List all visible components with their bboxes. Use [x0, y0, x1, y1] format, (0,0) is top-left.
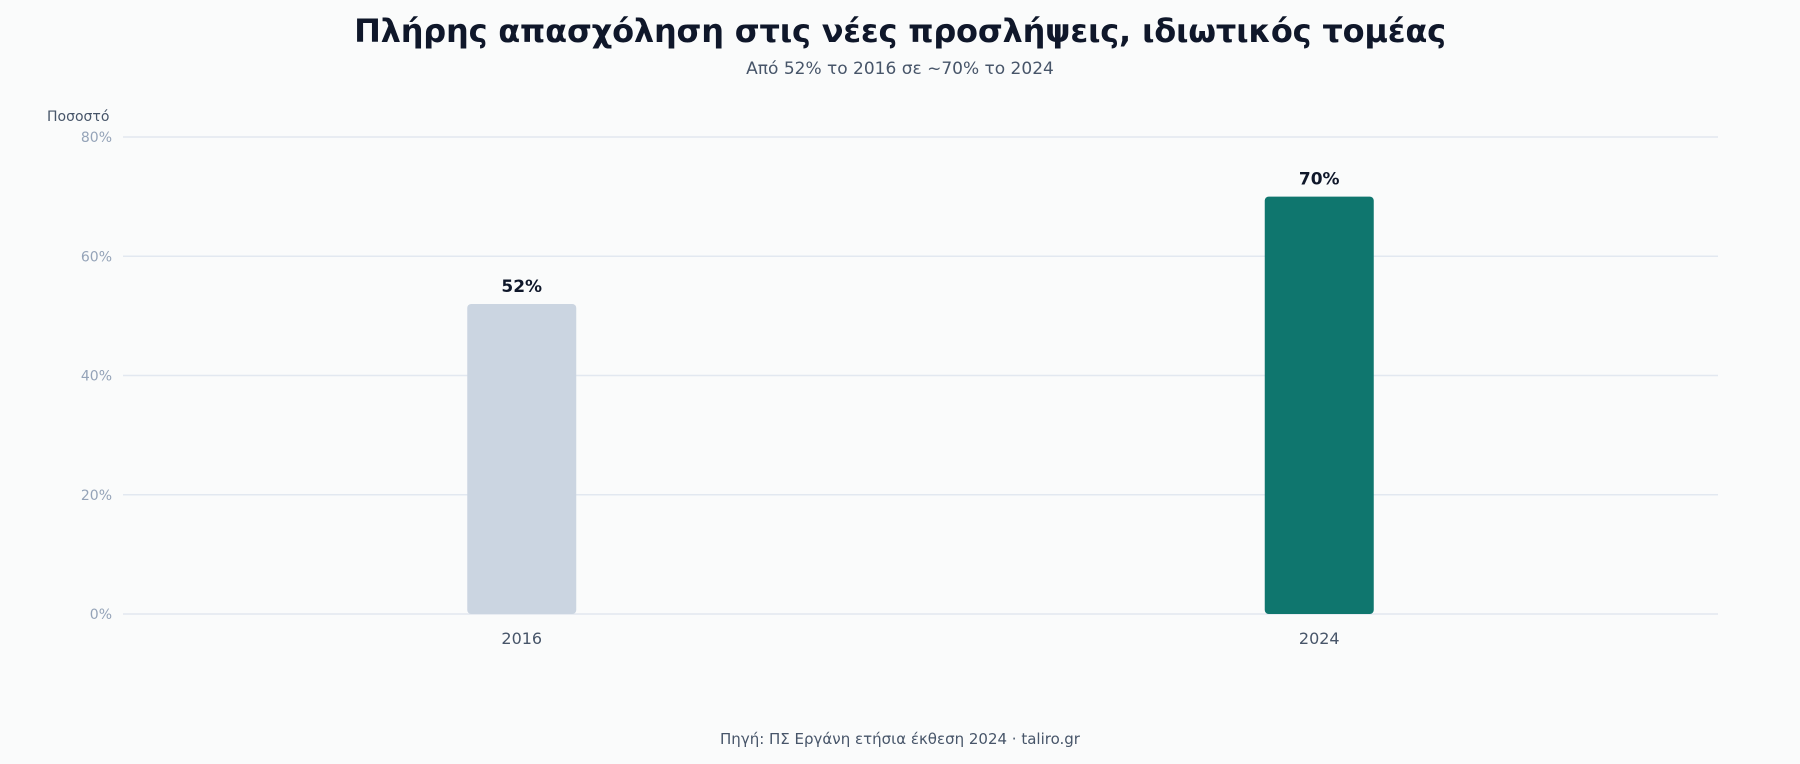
gridlines — [123, 136, 1718, 615]
data-labels: 52% 70% — [501, 170, 1339, 297]
x-tick-label-2016: 2016 — [501, 629, 542, 648]
y-tick-label: 40% — [81, 369, 112, 385]
chart-title: Πλήρης απασχόληση στις νέες προσλήψεις, … — [354, 12, 1446, 50]
chart-subtitle: Από 52% το 2016 σε ~70% το 2024 — [746, 59, 1054, 79]
x-tick-label-2024: 2024 — [1299, 629, 1340, 648]
y-tick-label: 20% — [81, 488, 112, 504]
y-tick-label: 0% — [90, 607, 112, 623]
source-note: Πηγή: ΠΣ Εργάνη ετήσια έκθεση 2024 · tal… — [720, 730, 1080, 748]
y-tick-label: 60% — [81, 249, 112, 265]
x-axis-categories: 2016 2024 — [501, 629, 1339, 648]
y-axis-label: Ποσοστό — [47, 109, 109, 125]
y-tick-label: 80% — [81, 130, 112, 146]
data-label-2024: 70% — [1299, 170, 1340, 190]
bar-2024 — [1264, 196, 1374, 614]
bar-2016 — [467, 303, 577, 614]
bars — [467, 196, 1374, 614]
y-axis-ticks: 0% 20% 40% 60% 80% — [81, 130, 112, 623]
data-label-2016: 52% — [501, 277, 542, 297]
